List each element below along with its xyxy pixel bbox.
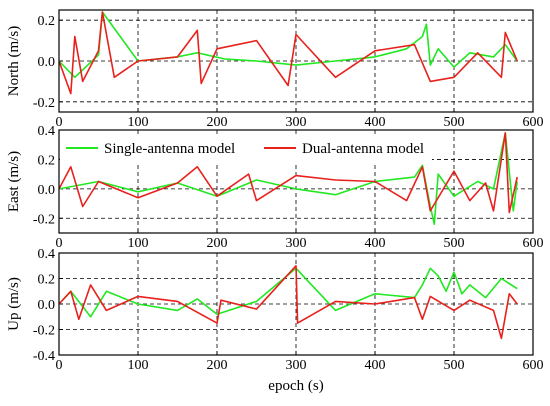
y-tick-label: 0.2 <box>38 153 56 168</box>
x-tick-label: 300 <box>286 115 307 130</box>
series-line-dual <box>59 264 518 340</box>
y-tick-label: 0.2 <box>38 273 56 288</box>
y-axis-title: Up (m/s) <box>6 277 22 331</box>
panel-north: 0 100 200 300 400 500 600 -0.2 0.0 0.2 North (m/s) <box>6 9 544 130</box>
x-tick-label: 0 <box>56 236 63 251</box>
y-tick-label: 0.0 <box>38 183 56 198</box>
y-tick-label: 0.4 <box>38 247 56 262</box>
plot-frame <box>58 129 534 234</box>
series-line-single <box>59 11 518 79</box>
y-tick-label: 0.0 <box>38 55 56 70</box>
y-tick-label: -0.2 <box>33 96 55 111</box>
x-tick-label: 500 <box>444 358 465 373</box>
series-line-single <box>59 132 518 225</box>
plot-frame <box>58 9 534 113</box>
x-tick-label: 400 <box>365 236 386 251</box>
x-tick-label: 100 <box>128 115 149 130</box>
legend-box <box>60 135 432 163</box>
y-tick-label: 0.0 <box>38 298 56 313</box>
y-tick-label: -0.2 <box>33 212 55 227</box>
x-tick-label: 400 <box>365 358 386 373</box>
series-line-dual <box>59 11 518 95</box>
x-axis-title: epoch (s) <box>268 378 323 394</box>
legend: Single-antenna model Dual-antenna model <box>60 135 432 163</box>
x-tick-label: 400 <box>365 115 386 130</box>
panel-up: 0 100 200 300 400 500 600 -0.4 -0.2 0.0 0.2 0.4 Up (… <box>6 247 544 373</box>
x-tick-label: 600 <box>523 358 544 373</box>
y-tick-label: 0.2 <box>38 14 56 29</box>
legend-label-single: Single-antenna model <box>104 141 235 157</box>
x-tick-label: 200 <box>207 358 228 373</box>
y-tick-label: -0.2 <box>33 324 55 339</box>
y-tick-label: -0.4 <box>33 349 55 364</box>
x-tick-label: 100 <box>128 236 149 251</box>
x-tick-label: 100 <box>128 358 149 373</box>
x-tick-label: 600 <box>523 115 544 130</box>
y-axis-title: East (m/s) <box>6 151 22 212</box>
legend-label-dual: Dual-antenna model <box>302 141 424 157</box>
y-tick-label: 0.4 <box>38 124 56 139</box>
x-tick-label: 0 <box>56 358 63 373</box>
x-tick-label: 200 <box>207 236 228 251</box>
plot-frame <box>58 252 534 356</box>
x-tick-label: 500 <box>444 236 465 251</box>
series-line-single <box>59 267 518 318</box>
x-tick-label: 300 <box>286 236 307 251</box>
x-tick-label: 600 <box>523 236 544 251</box>
y-axis-title: North (m/s) <box>6 26 22 96</box>
x-tick-label: 500 <box>444 115 465 130</box>
x-tick-label: 0 <box>56 115 63 130</box>
series-line-dual <box>59 132 518 214</box>
x-tick-label: 300 <box>286 358 307 373</box>
x-tick-label: 200 <box>207 115 228 130</box>
